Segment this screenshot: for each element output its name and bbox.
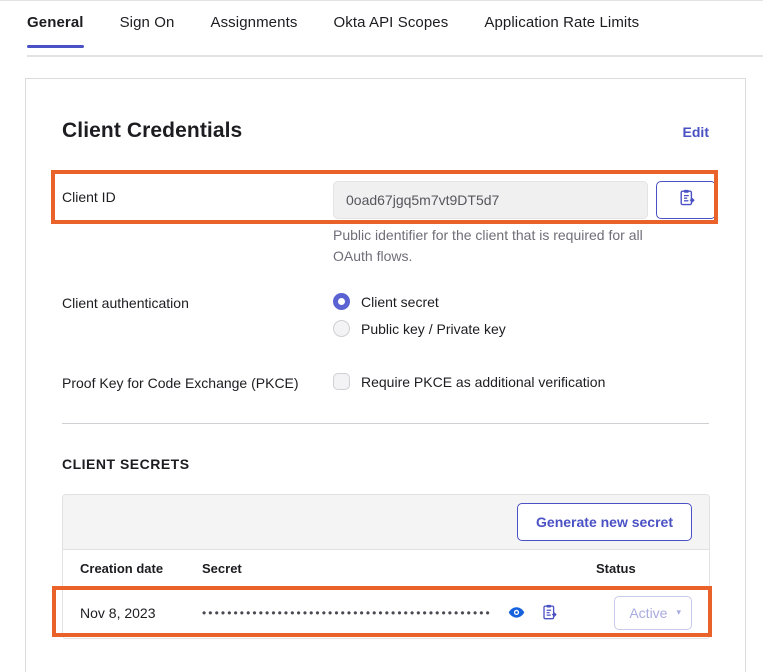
- cell-secret: ••••••••••••••••••••••••••••••••••••••••…: [202, 604, 596, 621]
- client-secrets-heading: CLIENT SECRETS: [62, 456, 190, 472]
- client-id-label: Client ID: [62, 189, 116, 205]
- client-authentication-label: Client authentication: [62, 295, 189, 311]
- checkbox-require-pkce-label: Require PKCE as additional verification: [361, 373, 606, 390]
- tab-general[interactable]: General: [27, 1, 84, 48]
- status-dropdown[interactable]: Active ▾: [614, 595, 692, 630]
- pkce-row: Proof Key for Code Exchange (PKCE) Requi…: [62, 373, 709, 393]
- column-header-creation-date: Creation date: [80, 560, 164, 576]
- chevron-down-icon: ▾: [676, 607, 681, 617]
- clipboard-copy-icon: [678, 189, 695, 212]
- client-secrets-table: Generate new secret Creation date Secret…: [62, 494, 710, 639]
- client-secrets-toolbar: Generate new secret: [63, 495, 709, 550]
- client-authentication-row: Client authentication Client secret Publ…: [62, 293, 709, 347]
- tab-okta-api-scopes[interactable]: Okta API Scopes: [333, 14, 449, 31]
- tab-sign-on[interactable]: Sign On: [119, 14, 175, 31]
- radio-option-client-secret[interactable]: Client secret: [333, 293, 709, 310]
- table-header-row: Creation date Secret Status: [63, 550, 709, 586]
- checkbox-require-pkce-icon[interactable]: [333, 373, 350, 390]
- status-badge: Active: [629, 604, 668, 621]
- cell-creation-date: Nov 8, 2023: [80, 604, 156, 621]
- radio-client-secret-icon[interactable]: [333, 293, 350, 310]
- client-credentials-card: Client Credentials Edit Client ID 0oad67…: [25, 78, 746, 672]
- checkbox-option-require-pkce[interactable]: Require PKCE as additional verification: [333, 373, 709, 390]
- client-authentication-options: Client secret Public key / Private key: [333, 293, 709, 347]
- page-title: Client Credentials: [62, 119, 243, 142]
- client-id-helper-text: Public identifier for the client that is…: [333, 227, 643, 264]
- client-id-control: 0oad67jgq5m7vt9DT5d7: [333, 179, 716, 267]
- pkce-label: Proof Key for Code Exchange (PKCE): [62, 375, 299, 391]
- pkce-option: Require PKCE as additional verification: [333, 373, 709, 390]
- table-row: Nov 8, 2023 ••••••••••••••••••••••••••••…: [63, 586, 709, 638]
- radio-option-public-private-key[interactable]: Public key / Private key: [333, 320, 709, 337]
- section-divider: [62, 423, 709, 424]
- clipboard-copy-icon[interactable]: [541, 604, 557, 621]
- section-header: Client Credentials Edit: [62, 119, 709, 143]
- copy-client-id-button[interactable]: [656, 181, 716, 219]
- client-id-row: Client ID 0oad67jgq5m7vt9DT5d7: [62, 179, 716, 267]
- secret-masked-value: ••••••••••••••••••••••••••••••••••••••••…: [202, 605, 492, 620]
- column-header-status: Status: [596, 560, 636, 576]
- radio-public-private-key-label: Public key / Private key: [361, 320, 506, 337]
- tab-assignments[interactable]: Assignments: [210, 14, 298, 31]
- top-divider: [0, 0, 763, 1]
- tab-bar: General Sign On Assignments Okta API Sco…: [0, 1, 763, 56]
- column-header-secret: Secret: [202, 560, 242, 576]
- tab-bar-divider: [27, 55, 763, 57]
- generate-new-secret-button[interactable]: Generate new secret: [517, 503, 692, 541]
- cell-status: Active ▾: [596, 595, 692, 630]
- radio-public-private-key-icon[interactable]: [333, 320, 350, 337]
- radio-client-secret-label: Client secret: [361, 293, 439, 310]
- tab-application-rate-limits[interactable]: Application Rate Limits: [484, 14, 640, 31]
- edit-button[interactable]: Edit: [682, 124, 709, 140]
- eye-icon[interactable]: [508, 606, 525, 619]
- client-id-input[interactable]: 0oad67jgq5m7vt9DT5d7: [333, 181, 648, 219]
